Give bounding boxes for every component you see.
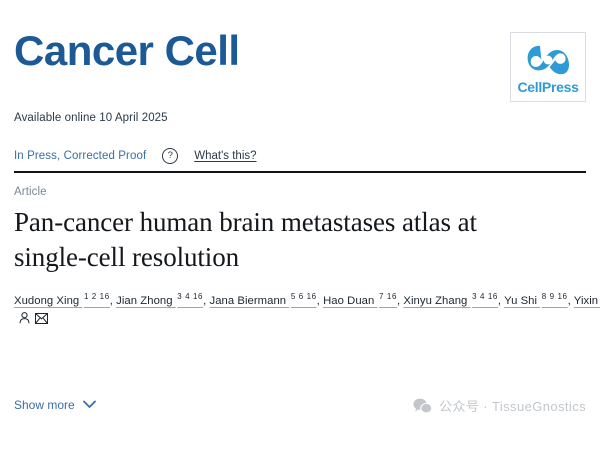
envelope-icon[interactable] xyxy=(35,312,48,330)
status-badge: In Press, Corrected Proof xyxy=(14,150,147,162)
author-affiliation-refs: 7 16 xyxy=(379,292,398,302)
author-separator: , xyxy=(316,295,324,308)
wechat-icon xyxy=(413,398,433,414)
author-name[interactable]: Jana Biermann 5 6 16 xyxy=(209,292,317,308)
author-affiliation-refs: 3 4 16 xyxy=(472,292,498,302)
author-name[interactable]: Jian Zhong 3 4 16 xyxy=(116,292,204,308)
cellpress-wordmark: CellPress xyxy=(517,79,579,95)
author-name[interactable]: Xinyu Zhang 3 4 16 xyxy=(403,292,498,308)
cellpress-logo[interactable]: CellPress xyxy=(510,32,586,102)
author-name[interactable]: Hao Duan 7 16 xyxy=(323,292,398,308)
person-icon[interactable] xyxy=(19,312,30,330)
wechat-watermark: 公众号 · TissueGnostics xyxy=(413,396,586,415)
watermark-text: 公众号 · TissueGnostics xyxy=(439,399,586,414)
cellpress-infinity-icon xyxy=(527,45,569,75)
show-more-button[interactable]: Show more xyxy=(14,398,96,412)
journal-title[interactable]: Cancer Cell xyxy=(14,27,240,74)
journal-masthead: Cancer Cell CellPress xyxy=(14,0,586,102)
author-separator: , xyxy=(567,295,574,308)
author-separator: , xyxy=(203,295,210,308)
chevron-down-icon xyxy=(82,398,96,412)
author-name[interactable]: Yixin Gao 3 4 xyxy=(573,295,600,308)
author-separator: , xyxy=(497,295,505,308)
author-affiliation-refs: 1 2 16 xyxy=(83,292,110,302)
article-type-label: Article xyxy=(14,186,47,198)
author-list: Xudong Xing 1 2 16, Jian Zhong 3 4 16, J… xyxy=(14,292,600,330)
header-divider xyxy=(14,171,586,173)
question-mark-circle-icon[interactable]: ? xyxy=(162,148,179,164)
publication-status-row: In Press, Corrected Proof ? What's this? xyxy=(14,147,586,165)
available-online-date: Available online 10 April 2025 xyxy=(14,112,168,124)
author-separator: , xyxy=(397,295,404,308)
author-name[interactable]: Xudong Xing 1 2 16 xyxy=(14,292,110,308)
page-title: Pan-cancer human brain metastases atlas … xyxy=(14,207,477,272)
author-name[interactable]: Yu Shi 8 9 16 xyxy=(504,292,568,308)
author-affiliation-refs: 8 9 16 xyxy=(541,292,568,302)
whats-this-link[interactable]: What's this? xyxy=(194,150,257,162)
author-separator: , xyxy=(109,295,117,308)
show-more-label: Show more xyxy=(14,398,75,412)
author-affiliation-refs: 5 6 16 xyxy=(290,292,317,302)
author-affiliation-refs: 3 4 16 xyxy=(177,292,204,302)
